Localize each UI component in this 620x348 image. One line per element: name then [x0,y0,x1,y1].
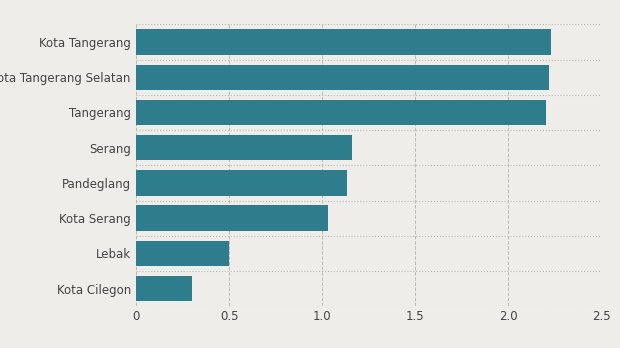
Bar [136,135,352,160]
Bar [136,205,328,231]
Bar [136,29,551,55]
Bar [136,170,347,196]
Bar [136,241,229,266]
Bar [136,276,192,301]
Bar [136,100,546,125]
Bar [136,64,549,90]
